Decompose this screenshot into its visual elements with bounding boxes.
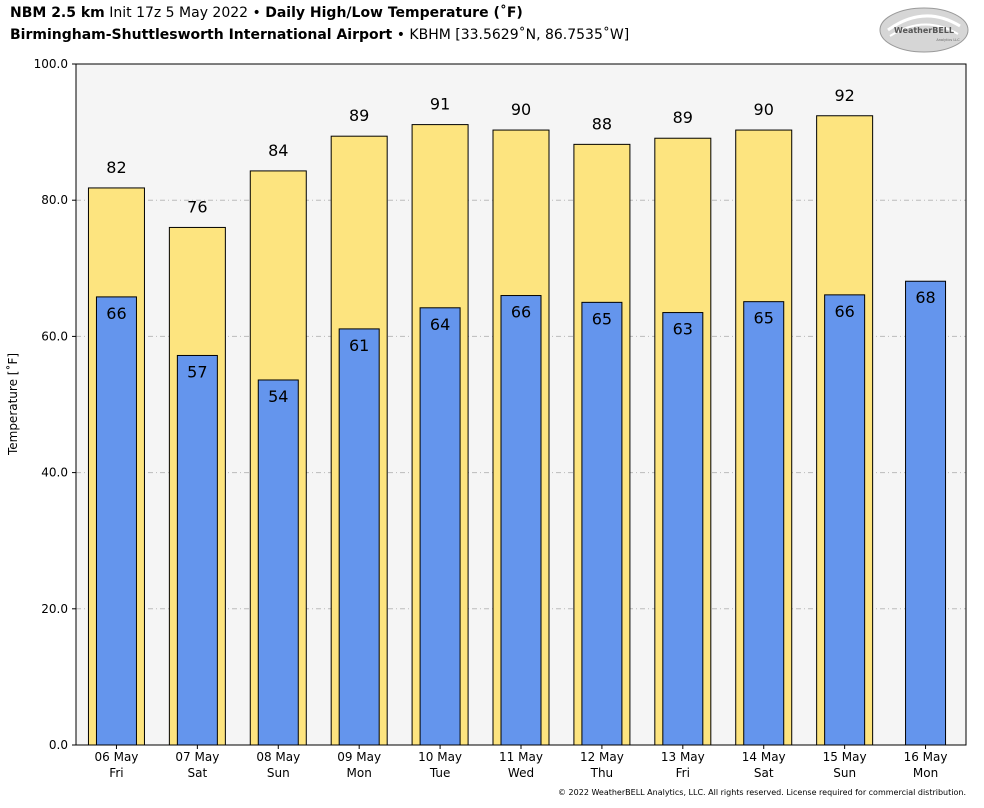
copyright-footer: © 2022 WeatherBELL Analytics, LLC. All r… [558,788,966,797]
x-tick-label-date: 14 May [742,750,786,764]
low-value-label: 57 [187,362,207,381]
axes: 0.0 20.0 40.0 60.0 80.0 100.0 06 May Fri 07 May S… [34,57,948,780]
x-tick-label-date: 16 May [904,750,948,764]
low-bar [176,354,218,746]
y-tick-label: 80.0 [41,193,68,207]
x-tick-label-day: Fri [109,766,123,780]
low-value-label: 66 [834,302,854,321]
low-bar [419,307,461,746]
station-bullet: • [396,27,405,43]
y-tick-label: 20.0 [41,602,68,616]
x-tick-label-date: 11 May [499,750,543,764]
low-bar [95,296,137,746]
low-value-label: 68 [915,288,935,307]
low-bar [743,301,785,746]
low-bar [905,280,947,746]
high-value-label: 84 [268,141,288,160]
x-tick-label-day: Mon [913,766,938,780]
x-tick-label-date: 13 May [661,750,705,764]
x-tick-label-date: 07 May [175,750,219,764]
station-name: Birmingham-Shuttlesworth International A… [10,27,393,43]
chart-title-line-1: NBM 2.5 km Init 17z 5 May 2022 • Daily H… [10,5,523,21]
y-tick-label: 40.0 [41,466,68,480]
weatherbell-logo: WeatherBELL Analytics LLC [879,7,969,53]
x-tick-label-day: Wed [508,766,534,780]
high-value-label: 91 [430,95,450,114]
title-bullet: • [252,5,261,21]
x-tick-label-day: Fri [676,766,690,780]
low-value-label: 66 [511,303,531,322]
x-tick-label-day: Mon [347,766,372,780]
x-tick-label-date: 10 May [418,750,462,764]
y-tick-label: 100.0 [34,57,68,71]
low-value-label: 65 [592,309,612,328]
high-value-label: 90 [511,100,531,119]
low-value-label: 64 [430,315,450,334]
high-value-label: 82 [106,158,126,177]
chart-title-line-2: Birmingham-Shuttlesworth International A… [10,27,629,43]
low-value-label: 61 [349,336,369,355]
low-bar [581,301,623,746]
x-tick-label-day: Thu [590,766,614,780]
low-value-label: 66 [106,304,126,323]
low-value-label: 54 [268,387,288,406]
x-tick-label-day: Sat [754,766,774,780]
low-bar [500,295,542,746]
x-tick-label-date: 09 May [337,750,381,764]
logo-text: WeatherBELL [894,26,954,35]
x-tick-label-date: 08 May [256,750,300,764]
station-info: KBHM [33.5629˚N, 86.7535˚W] [409,27,630,43]
product-title: Daily High/Low Temperature (˚F) [265,5,523,21]
x-tick-label-date: 15 May [823,750,867,764]
low-bar [824,294,866,746]
low-value-label: 65 [754,309,774,328]
low-bar [662,312,704,746]
high-value-label: 89 [349,106,369,125]
init-time: Init 17z 5 May 2022 [109,5,249,21]
high-value-label: 90 [754,100,774,119]
low-bar [257,379,299,746]
y-tick-label: 0.0 [49,738,68,752]
x-tick-label-day: Sat [188,766,208,780]
low-value-label: 63 [673,320,693,339]
model-name: NBM 2.5 km [10,5,105,21]
logo-subtext: Analytics LLC [936,38,960,42]
x-tick-label-day: Sun [267,766,290,780]
x-tick-label-date: 06 May [95,750,139,764]
bars [87,115,947,746]
x-tick-label-date: 12 May [580,750,624,764]
low-bar [338,328,380,746]
high-value-label: 76 [187,197,207,216]
x-tick-label-day: Sun [833,766,856,780]
high-value-label: 92 [834,86,854,105]
x-tick-label-day: Tue [429,766,451,780]
y-tick-label: 60.0 [41,329,68,343]
high-value-label: 88 [592,114,612,133]
high-value-label: 89 [673,108,693,127]
y-axis-label: Temperature [˚F] [5,353,20,456]
data-labels: 82 66 76 57 84 54 89 61 91 64 90 66 88 65 89 63 90 65 92 66… [106,86,935,406]
